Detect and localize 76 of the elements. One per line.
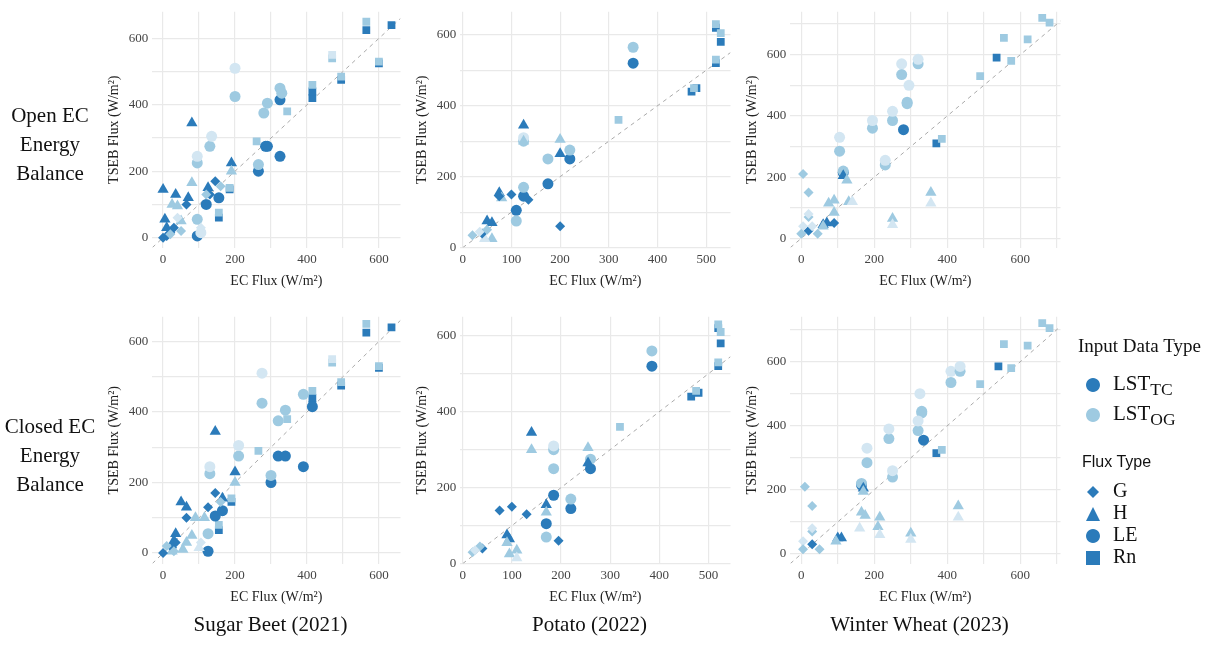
text: Closed EC Energy Balance <box>3 412 97 498</box>
x-axis-title: EC Flux (W/m²) <box>879 273 972 290</box>
y-tick-label: 600 <box>766 46 787 62</box>
x-tick-label: 400 <box>297 250 317 266</box>
legend-label: LE <box>1113 523 1138 545</box>
text: LST$_{TC}$ <box>1113 371 1173 400</box>
y-tick-label: 600 <box>128 332 149 348</box>
x-axis-title: EC Flux (W/m²) <box>230 589 323 606</box>
y-tick-label: 0 <box>779 545 787 561</box>
y-tick-label: 200 <box>766 168 787 184</box>
y-axis-title: TSEB Flux (W/m²) <box>744 75 761 184</box>
x-tick-label: 200 <box>864 250 885 266</box>
x-tick-label: 400 <box>937 250 958 266</box>
x-tick-label: 400 <box>649 566 670 582</box>
x-axis-title: EC Flux (W/m²) <box>879 589 972 606</box>
y-tick-label: 400 <box>128 96 149 112</box>
x-tick-label: 0 <box>159 566 167 582</box>
x-tick-label: 200 <box>864 566 885 582</box>
y-axis-title: TSEB Flux (W/m²) <box>744 385 761 495</box>
y-tick-label: 0 <box>779 229 787 245</box>
x-tick-label: 600 <box>369 566 389 582</box>
legend-title: Flux Type <box>1082 453 1152 471</box>
x-tick-label: 300 <box>600 566 620 582</box>
text: Input Data Type <box>1078 335 1201 356</box>
y-tick-label: 200 <box>766 481 787 497</box>
y-axis-title: TSEB Flux (W/m²) <box>106 75 123 184</box>
legend-label: G <box>1113 479 1128 501</box>
text: Open EC Energy Balance <box>10 102 90 187</box>
x-tick-label: 0 <box>798 566 805 582</box>
y-axis-title: TSEB Flux (W/m²) <box>414 75 431 184</box>
y-tick-label: 0 <box>449 555 457 571</box>
y-tick-label: 400 <box>436 403 457 419</box>
x-axis-title: EC Flux (W/m²) <box>549 273 642 290</box>
x-tick-label: 200 <box>550 250 570 266</box>
x-tick-label: 500 <box>696 250 716 266</box>
x-tick-label: 400 <box>297 566 317 582</box>
y-tick-label: 600 <box>436 26 457 42</box>
y-tick-label: 0 <box>141 229 149 245</box>
y-tick-label: 400 <box>436 97 457 113</box>
x-tick-label: 400 <box>647 250 668 266</box>
x-tick-label: 0 <box>798 250 805 266</box>
x-tick-label: 500 <box>698 566 719 582</box>
x-tick-label: 600 <box>1010 566 1031 582</box>
x-tick-label: 0 <box>459 566 467 582</box>
x-tick-label: 100 <box>501 250 522 266</box>
y-tick-label: 200 <box>128 473 149 489</box>
x-tick-label: 200 <box>225 566 245 582</box>
x-tick-label: 200 <box>551 566 571 582</box>
x-tick-label: 300 <box>599 250 619 266</box>
x-axis-title: EC Flux (W/m²) <box>230 273 323 290</box>
y-axis-title: TSEB Flux (W/m²) <box>414 385 431 495</box>
text: Potato (2022) <box>531 612 648 637</box>
y-axis-title: TSEB Flux (W/m²) <box>106 385 123 495</box>
x-tick-label: 600 <box>1010 250 1031 266</box>
x-tick-label: 200 <box>225 250 245 266</box>
legend-label: H <box>1113 501 1128 523</box>
y-tick-label: 600 <box>766 353 787 369</box>
x-tick-label: 400 <box>937 566 958 582</box>
y-tick-label: 200 <box>436 479 457 495</box>
y-tick-label: 200 <box>128 162 149 178</box>
y-tick-label: 400 <box>766 107 787 123</box>
text: LST$_{OG}$ <box>1113 401 1176 430</box>
text: Sugar Beet (2021) <box>192 612 349 637</box>
y-tick-label: 0 <box>141 544 149 560</box>
legend-label: Rn <box>1113 545 1137 567</box>
y-tick-label: 400 <box>766 417 787 433</box>
x-tick-label: 100 <box>502 566 522 582</box>
y-tick-label: 0 <box>449 239 457 255</box>
y-tick-label: 600 <box>128 29 149 45</box>
y-tick-label: 200 <box>436 168 457 184</box>
x-tick-label: 600 <box>369 250 389 266</box>
x-axis-title: EC Flux (W/m²) <box>549 589 642 606</box>
y-tick-label: 600 <box>436 327 457 343</box>
x-tick-label: 0 <box>159 250 167 266</box>
text: Winter Wheat (2023) <box>829 612 1010 637</box>
y-tick-label: 400 <box>128 403 149 419</box>
